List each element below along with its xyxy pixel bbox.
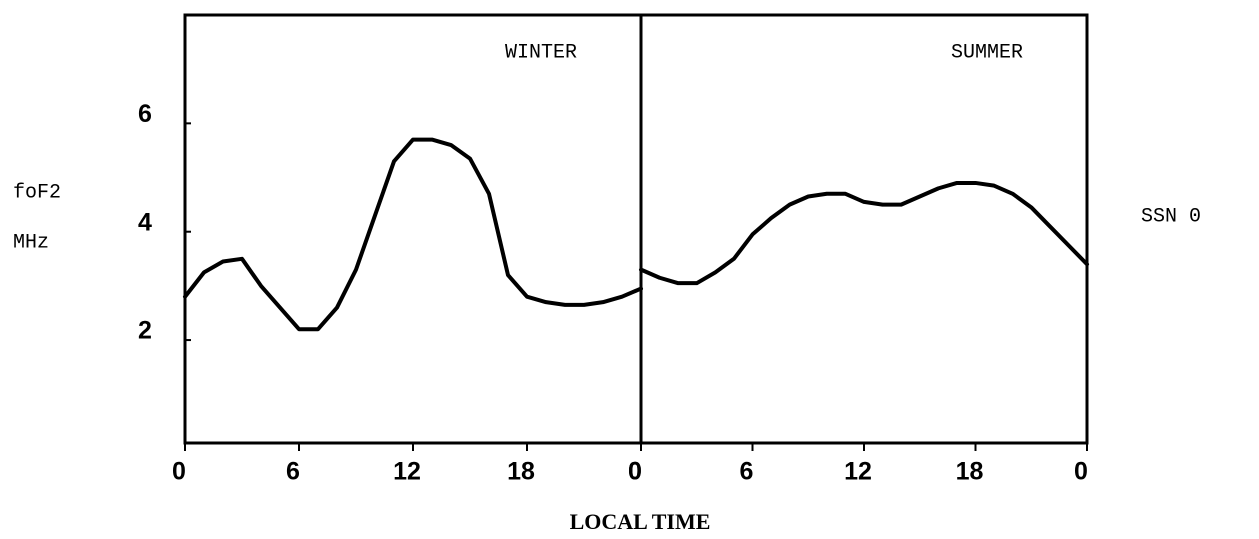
y-axis-label: MHz [13, 231, 49, 254]
panel-title: WINTER [505, 41, 577, 64]
x-tick-label: 6 [740, 458, 754, 486]
x-tick-label: 0 [1074, 458, 1088, 486]
x-axis-label: LOCAL TIME [570, 509, 711, 534]
x-tick-label: 12 [393, 458, 421, 486]
panel-frame [183, 13, 643, 445]
x-tick-label: 12 [844, 458, 872, 486]
x-tick-label: 0 [628, 458, 642, 486]
panel-frame [639, 13, 1089, 445]
data-line [183, 137, 643, 332]
panel-title: SUMMER [951, 41, 1023, 64]
x-tick-label: 0 [172, 458, 186, 486]
y-tick-label: 2 [138, 317, 152, 345]
x-tick-label: 6 [286, 458, 300, 486]
data-line [639, 180, 1089, 286]
y-tick-label: 4 [138, 208, 152, 236]
x-tick-label: 0 [628, 458, 642, 486]
annotation: SSN 0 [1141, 205, 1201, 228]
y-axis-label: foF2 [13, 181, 61, 204]
x-tick-label: 18 [956, 458, 984, 486]
y-tick-label: 6 [138, 100, 152, 128]
x-tick-label: 18 [507, 458, 535, 486]
